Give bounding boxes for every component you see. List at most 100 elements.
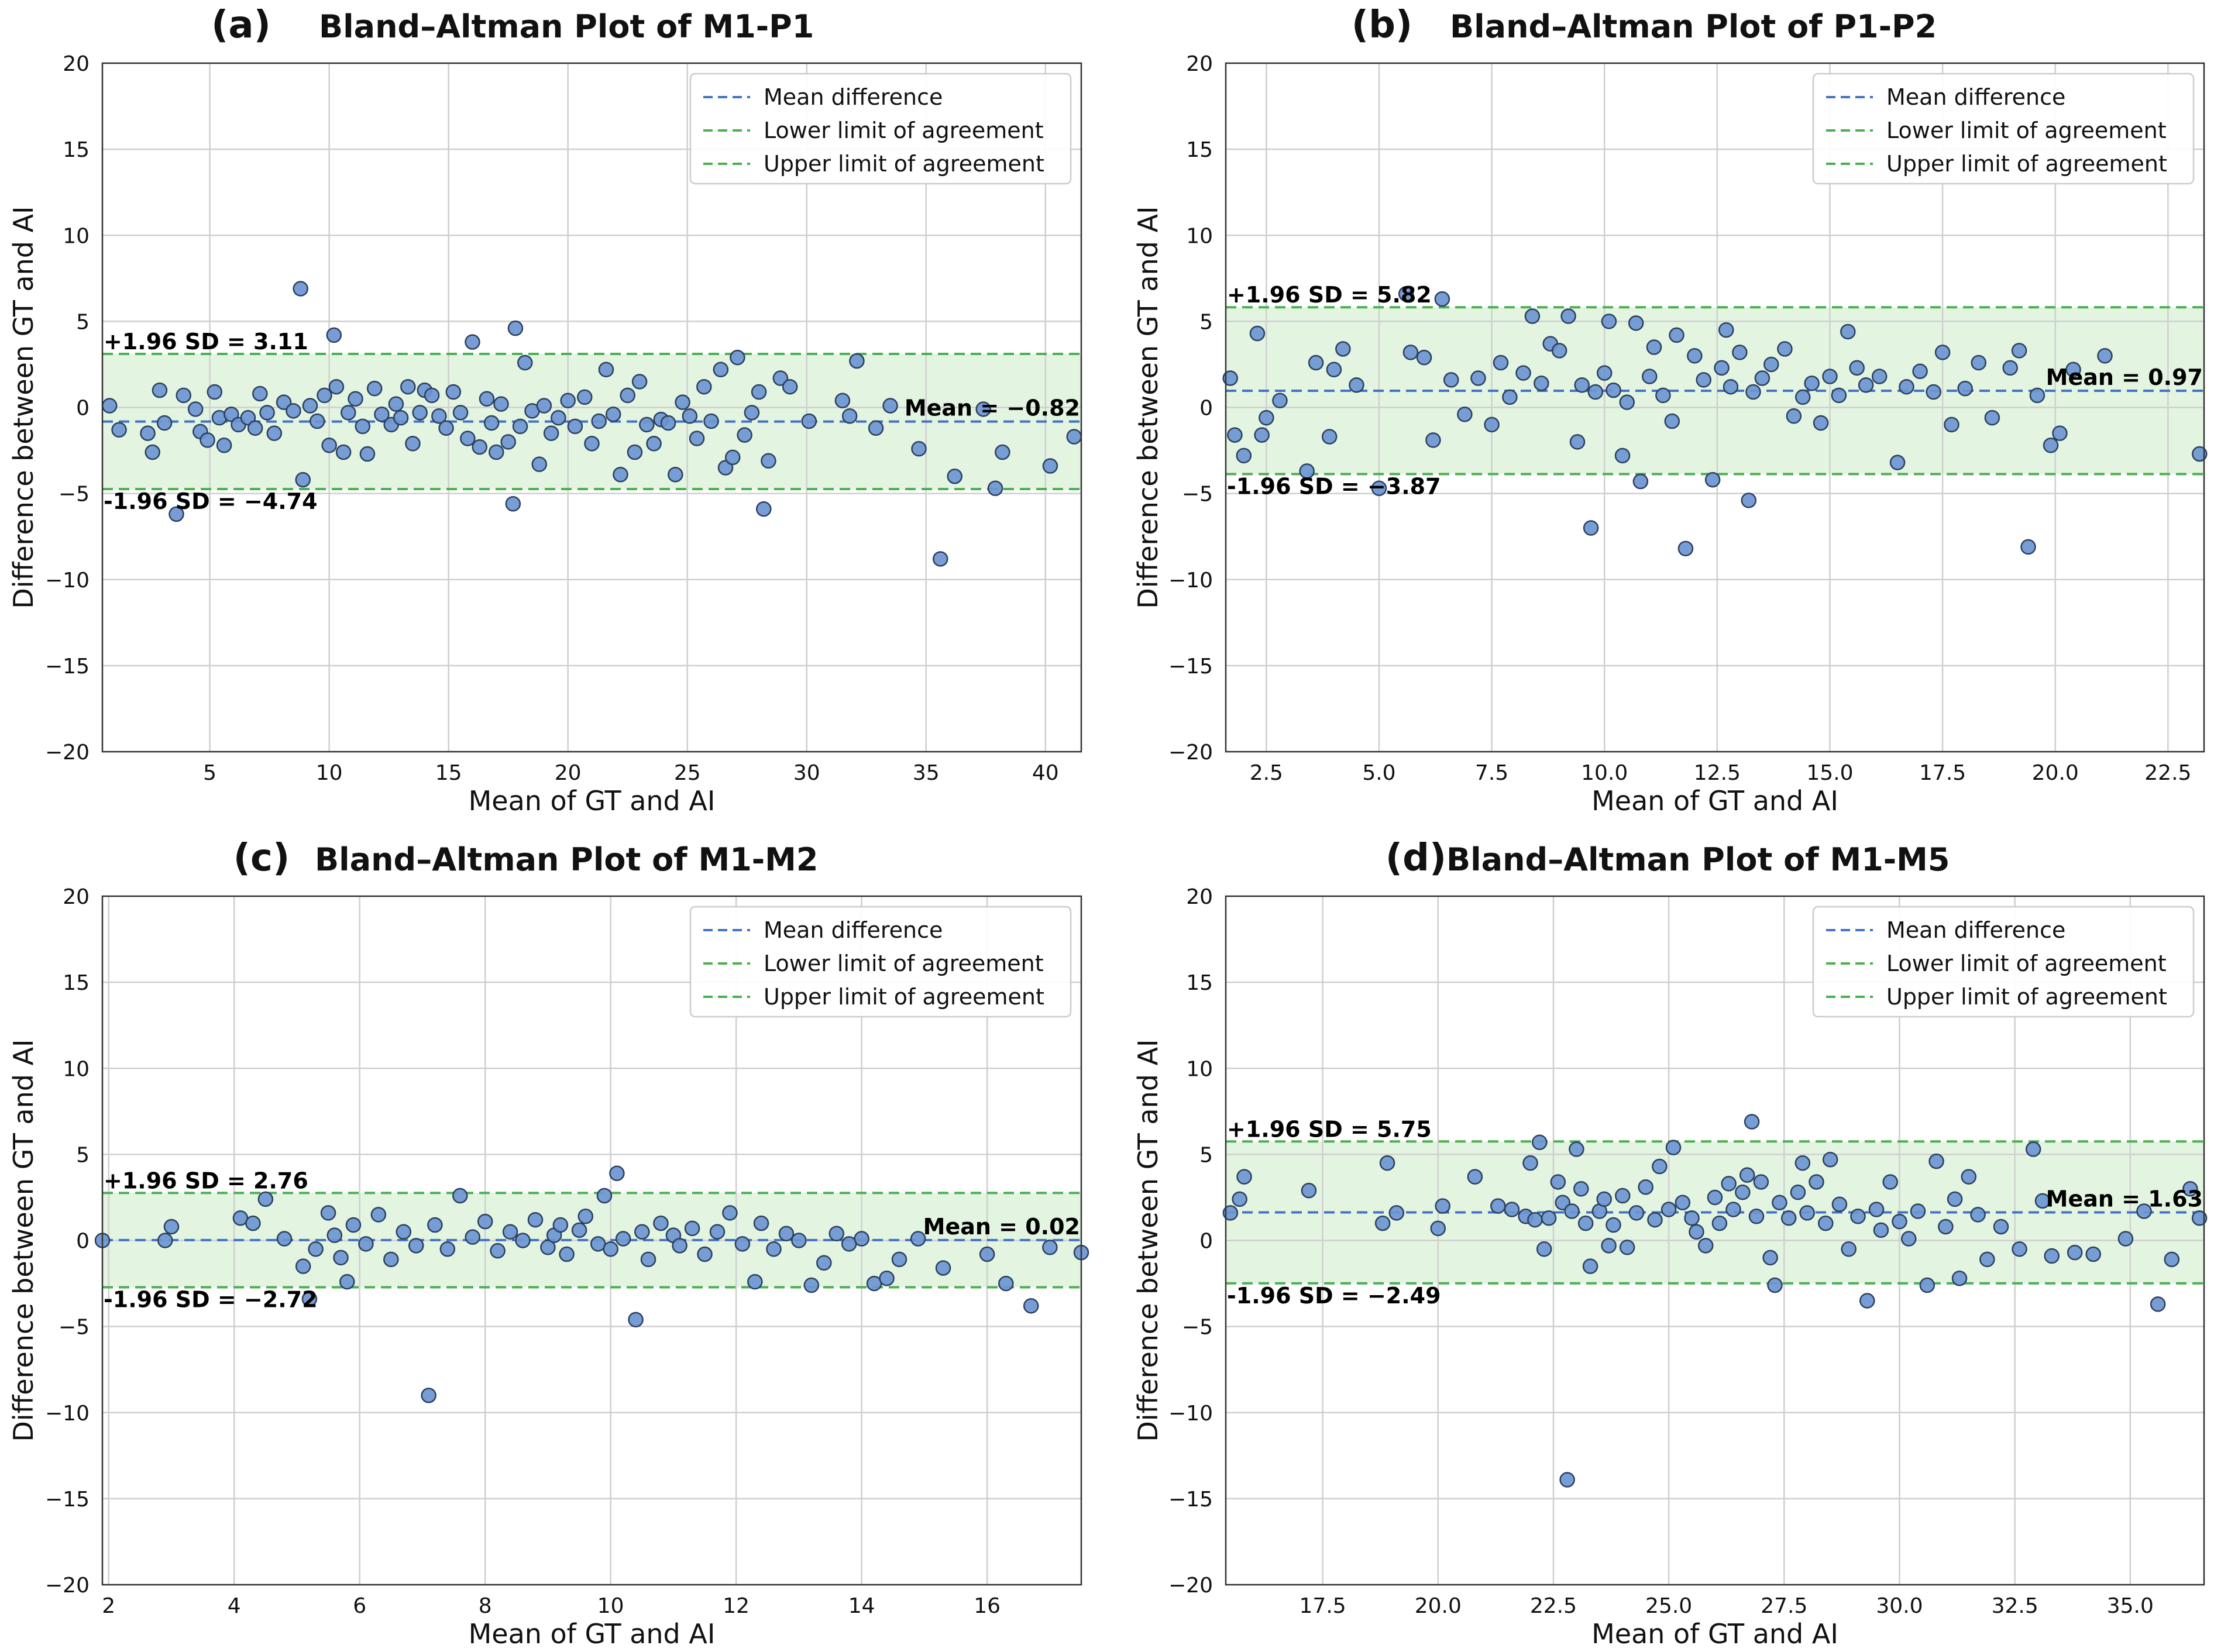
data-point bbox=[1596, 1191, 1612, 1207]
x-tick-label: 35 bbox=[913, 761, 940, 785]
data-point bbox=[1515, 365, 1531, 381]
data-point bbox=[1490, 1198, 1506, 1214]
data-point bbox=[816, 1255, 832, 1271]
data-point bbox=[1794, 389, 1811, 405]
x-tick-label: 17.5 bbox=[1299, 1594, 1346, 1618]
data-point bbox=[339, 1274, 355, 1290]
x-axis-label: Mean of GT and AI bbox=[1591, 1618, 1838, 1650]
data-point bbox=[1326, 362, 1342, 378]
legend-entry: Mean difference bbox=[764, 84, 943, 110]
data-point bbox=[1430, 1220, 1446, 1237]
data-point bbox=[1711, 1215, 1728, 1231]
x-tick-label: 10 bbox=[316, 761, 343, 785]
data-point bbox=[1522, 1155, 1538, 1171]
data-point bbox=[1961, 1169, 1977, 1185]
data-point bbox=[1850, 1209, 1866, 1224]
axes-frame bbox=[1225, 895, 2205, 1586]
data-point bbox=[1735, 1184, 1751, 1200]
data-point bbox=[882, 398, 898, 414]
data-point bbox=[460, 431, 476, 446]
data-point bbox=[1725, 1202, 1741, 1217]
data-point bbox=[1707, 1189, 1723, 1206]
data-point bbox=[1647, 1212, 1663, 1228]
data-point bbox=[947, 468, 962, 484]
y-tick-label: 15 bbox=[63, 971, 90, 995]
x-tick-label: 10.0 bbox=[1581, 761, 1628, 785]
data-point bbox=[1753, 1174, 1769, 1190]
data-point bbox=[668, 467, 683, 483]
data-point bbox=[505, 496, 521, 512]
x-tick-label: 7.5 bbox=[1475, 761, 1508, 785]
y-tick-label: −20 bbox=[1168, 1574, 1213, 1598]
panel-label: (d) bbox=[1386, 837, 1446, 880]
chart-panel-4: −20 −15 −10 −5 0 5 10 15 20 17.5 20.0 22.5 25.0 27.5 3… bbox=[1132, 837, 2208, 1650]
data-point bbox=[1926, 384, 1941, 400]
data-point bbox=[696, 378, 712, 395]
chart-title: Bland–Altman Plot of P1-P2 bbox=[1450, 8, 1937, 45]
x-tick-label: 12 bbox=[723, 1594, 750, 1618]
data-point bbox=[1696, 372, 1711, 388]
data-point bbox=[1632, 473, 1649, 490]
data-point bbox=[1957, 380, 1973, 397]
data-point bbox=[772, 370, 789, 386]
data-point bbox=[543, 425, 559, 441]
data-point bbox=[634, 1224, 650, 1240]
data-point bbox=[753, 1215, 769, 1231]
x-tick-label: 15 bbox=[435, 761, 462, 785]
legend-entry: Lower limit of agreement bbox=[1886, 118, 2167, 143]
data-point bbox=[1677, 541, 1694, 557]
data-point bbox=[293, 281, 308, 297]
data-point bbox=[396, 1224, 412, 1240]
data-point bbox=[639, 417, 655, 433]
data-point bbox=[400, 378, 416, 395]
y-tick-label: −15 bbox=[45, 655, 90, 679]
data-point bbox=[1754, 370, 1770, 386]
data-point bbox=[1892, 1213, 1907, 1230]
data-point bbox=[801, 413, 817, 429]
lower-limit-annotation: -1.96 SD = −2.72 bbox=[104, 1287, 318, 1313]
data-point bbox=[366, 380, 383, 397]
x-tick-label: 30 bbox=[793, 761, 820, 785]
data-point bbox=[1934, 345, 1951, 360]
data-point bbox=[536, 398, 552, 414]
data-point bbox=[216, 437, 232, 453]
data-point bbox=[609, 1165, 625, 1181]
data-point bbox=[1762, 1250, 1778, 1266]
data-point bbox=[552, 1217, 569, 1233]
data-point bbox=[1425, 432, 1441, 448]
y-tick-label: 10 bbox=[1186, 224, 1213, 248]
x-tick-label: 25 bbox=[674, 761, 701, 785]
data-point bbox=[1664, 413, 1680, 429]
legend-entry: Upper limit of agreement bbox=[1886, 984, 2167, 1010]
y-tick-label: −15 bbox=[45, 1488, 90, 1512]
data-point bbox=[383, 1251, 399, 1268]
data-point bbox=[2012, 1241, 2027, 1257]
data-point bbox=[2192, 446, 2208, 462]
mean-annotation: Mean = 0.97 bbox=[2046, 364, 2203, 390]
data-point bbox=[245, 1215, 261, 1231]
data-point bbox=[1504, 1202, 1520, 1217]
data-point bbox=[187, 401, 204, 417]
data-point bbox=[345, 1217, 362, 1233]
data-point bbox=[1723, 378, 1739, 395]
data-point bbox=[1467, 1169, 1483, 1185]
y-tick-label: 10 bbox=[63, 224, 90, 248]
data-point bbox=[551, 409, 566, 426]
data-point bbox=[1615, 1188, 1631, 1204]
data-point bbox=[295, 471, 311, 488]
data-point bbox=[301, 1291, 318, 1307]
data-point bbox=[1259, 409, 1274, 426]
data-point bbox=[517, 355, 533, 371]
data-point bbox=[744, 405, 760, 421]
legend-box bbox=[1812, 73, 2195, 185]
data-point bbox=[1374, 1215, 1391, 1231]
data-point bbox=[1577, 1215, 1594, 1231]
data-point bbox=[766, 1241, 782, 1257]
data-point bbox=[1665, 1140, 1682, 1155]
data-point bbox=[697, 1246, 713, 1262]
upper-limit-annotation: +1.96 SD = 3.11 bbox=[104, 329, 308, 355]
data-point bbox=[703, 413, 719, 429]
x-tick-label: 20.0 bbox=[1415, 1594, 1462, 1618]
x-tick-label: 15.0 bbox=[1806, 761, 1853, 785]
lower-limit-annotation: -1.96 SD = −2.49 bbox=[1227, 1283, 1441, 1309]
